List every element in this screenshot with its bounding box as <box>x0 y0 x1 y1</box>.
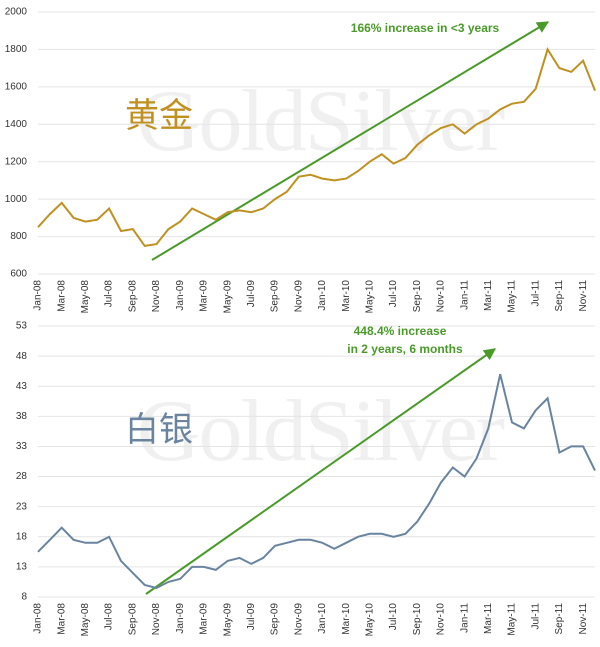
x-tick-label: Sep-10 <box>412 603 423 636</box>
y-tick-label: 1200 <box>5 156 28 167</box>
y-tick-label: 23 <box>16 501 28 512</box>
x-tick-label: Sep-11 <box>554 280 565 312</box>
x-tick-label: Sep-11 <box>554 603 565 635</box>
x-tick-label: Mar-08 <box>56 603 67 635</box>
x-tick-label: May-10 <box>364 280 375 314</box>
y-tick-label: 2000 <box>5 7 28 18</box>
y-tick-label: 38 <box>16 411 28 422</box>
x-tick-label: Nov-11 <box>578 603 589 635</box>
x-tick-label: May-08 <box>80 280 91 314</box>
panel-title: 白银 <box>125 411 193 449</box>
x-tick-label: Nov-11 <box>578 280 589 312</box>
trend-arrow <box>145 348 496 595</box>
x-tick-label: Mar-10 <box>341 280 352 312</box>
x-tick-label: Sep-08 <box>127 280 138 313</box>
x-tick-label: Jan-11 <box>459 280 470 310</box>
x-tick-label: Jul-10 <box>388 603 399 631</box>
x-tick-label: Jan-08 <box>33 603 44 634</box>
x-tick-label: Nov-08 <box>151 280 162 313</box>
x-tick-label: Jul-11 <box>530 280 541 307</box>
x-tick-label: Jul-11 <box>530 603 541 630</box>
x-tick-label: Nov-10 <box>436 280 447 313</box>
y-tick-label: 53 <box>16 321 28 332</box>
x-tick-label: Nov-09 <box>293 603 304 636</box>
x-tick-label: Sep-09 <box>270 280 281 313</box>
x-tick-label: Jan-09 <box>175 280 186 311</box>
y-tick-label: 1400 <box>5 119 28 130</box>
x-tick-label: May-09 <box>222 603 233 637</box>
y-tick-label: 1600 <box>5 81 28 92</box>
y-tick-label: 8 <box>21 592 27 603</box>
x-tick-label: Jan-11 <box>459 603 470 633</box>
x-tick-label: Jan-10 <box>317 603 328 634</box>
price-line <box>37 47 596 247</box>
x-tick-label: Jul-08 <box>104 280 115 308</box>
x-tick-label: May-08 <box>80 603 91 637</box>
x-tick-label: Mar-08 <box>56 280 67 312</box>
x-tick-label: May-10 <box>364 603 375 637</box>
panel-title: 黄金 <box>125 97 193 135</box>
x-tick-label: Mar-11 <box>483 603 494 634</box>
x-tick-label: May-11 <box>507 603 518 636</box>
x-tick-label: Mar-09 <box>199 603 210 635</box>
x-tick-label: Jul-09 <box>246 603 257 631</box>
x-tick-label: Mar-09 <box>199 280 210 312</box>
trend-arrow <box>151 21 550 261</box>
x-tick-label: Jan-08 <box>33 280 44 311</box>
y-tick-label: 13 <box>16 562 28 573</box>
x-tick-label: Sep-08 <box>127 603 138 636</box>
annotation: 166% increase in <3 years <box>351 21 500 35</box>
y-tick-label: 1000 <box>5 194 28 205</box>
watermark: GoldSilver <box>137 383 505 480</box>
y-tick-label: 28 <box>16 471 28 482</box>
x-tick-label: Sep-10 <box>412 280 423 313</box>
annotation: in 2 years, 6 months <box>347 342 463 356</box>
x-tick-label: Sep-09 <box>270 603 281 636</box>
y-tick-label: 48 <box>16 351 28 362</box>
y-tick-label: 33 <box>16 441 28 452</box>
x-tick-label: Mar-11 <box>483 280 494 311</box>
x-tick-label: Jan-10 <box>317 280 328 311</box>
y-tick-label: 18 <box>16 531 28 542</box>
watermark: GoldSilver <box>137 73 505 170</box>
x-tick-label: Jul-08 <box>104 603 115 631</box>
x-tick-label: Nov-09 <box>293 280 304 313</box>
x-tick-label: Jan-09 <box>175 603 186 634</box>
x-tick-label: May-09 <box>222 280 233 314</box>
x-tick-label: May-11 <box>507 280 518 313</box>
x-tick-label: Mar-10 <box>341 603 352 635</box>
y-tick-label: 800 <box>10 231 27 242</box>
y-tick-label: 600 <box>10 269 27 280</box>
x-tick-label: Jul-10 <box>388 280 399 308</box>
annotation: 448.4% increase <box>354 324 447 338</box>
x-tick-label: Nov-08 <box>151 603 162 636</box>
x-tick-label: Jul-09 <box>246 280 257 308</box>
y-tick-label: 43 <box>16 381 28 392</box>
x-tick-label: Nov-10 <box>436 603 447 636</box>
price-line <box>37 373 596 590</box>
y-tick-label: 1800 <box>5 44 28 55</box>
